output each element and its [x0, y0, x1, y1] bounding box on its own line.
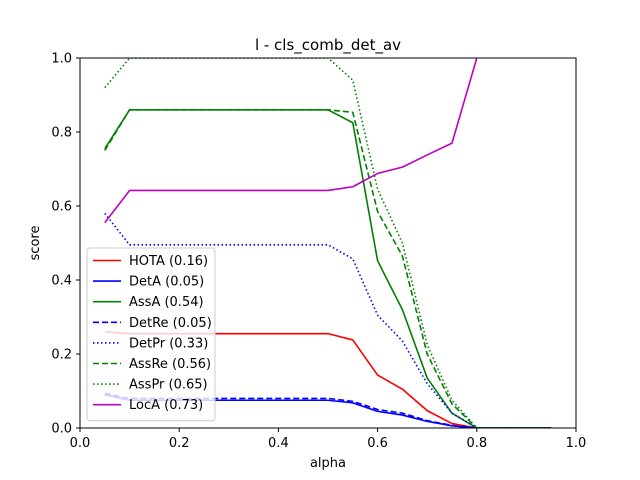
- y-axis-label: score: [28, 226, 43, 261]
- legend-label: AssRe (0.56): [129, 357, 211, 372]
- legend: HOTA (0.16) DetA (0.05) AssA (0.54) DetRe (…: [86, 247, 216, 422]
- y-tick-label: 0.8: [51, 126, 72, 141]
- x-tick-label: 1.0: [566, 436, 587, 451]
- x-tick-label: 0.4: [268, 436, 289, 451]
- y-tick-label: 1.0: [51, 52, 72, 67]
- legend-label: DetA (0.05): [129, 275, 204, 290]
- x-tick-label: 0.8: [466, 436, 487, 451]
- legend-frame: [86, 247, 216, 422]
- series-line-loca: [104, 58, 478, 224]
- legend-label: DetRe (0.05): [129, 316, 212, 331]
- legend-label: LocA (0.73): [129, 398, 203, 413]
- legend-label: HOTA (0.16): [129, 254, 208, 269]
- series-line-assre: [104, 109, 552, 428]
- y-tick-label: 0.2: [51, 348, 72, 363]
- x-axis: 0.0 0.2 0.4 0.6 0.8 1.0: [70, 428, 587, 451]
- y-axis: 0.0 0.2 0.4 0.6 0.8 1.0: [51, 52, 80, 437]
- y-tick-label: 0.6: [51, 200, 72, 215]
- legend-label: AssA (0.54): [129, 295, 204, 310]
- legend-label: DetPr (0.33): [129, 336, 208, 351]
- x-tick-label: 0.0: [70, 436, 91, 451]
- plot-frame: [79, 57, 577, 429]
- chart-title: l - cls_comb_det_av: [255, 36, 401, 55]
- y-tick-label: 0.0: [51, 422, 72, 437]
- x-tick-label: 0.2: [169, 436, 190, 451]
- x-tick-label: 0.6: [367, 436, 388, 451]
- x-axis-label: alpha: [310, 456, 346, 471]
- y-tick-label: 0.4: [51, 274, 72, 289]
- legend-label: AssPr (0.65): [129, 378, 208, 393]
